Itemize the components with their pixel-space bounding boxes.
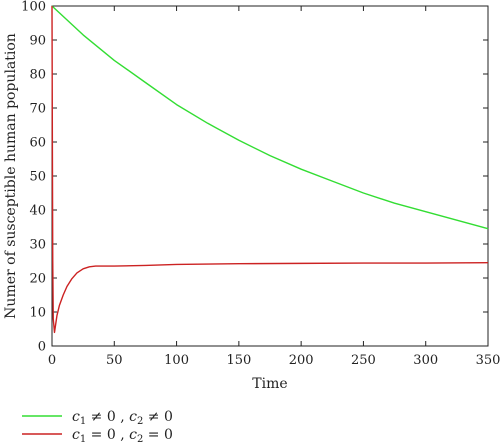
legend-item-1: c1 ≠ 0 , c2 ≠ 0 xyxy=(22,409,173,427)
y-tick-label: 50 xyxy=(29,170,46,185)
x-tick-label: 350 xyxy=(476,353,500,368)
x-tick-label: 100 xyxy=(164,353,189,368)
x-axis-title: Time xyxy=(252,376,287,392)
series-layer xyxy=(51,5,489,334)
x-tick-label: 200 xyxy=(289,353,314,368)
series-line-2 xyxy=(51,5,489,334)
y-tick-label: 60 xyxy=(29,136,46,151)
legend-label-2: c1 = 0 , c2 = 0 xyxy=(72,427,173,443)
x-tick-label: 250 xyxy=(351,353,376,368)
series-line-1 xyxy=(51,5,489,230)
y-tick-label: 100 xyxy=(21,0,46,15)
legend-item-2: c1 = 0 , c2 = 0 xyxy=(22,427,173,443)
y-tick-label: 10 xyxy=(29,306,46,321)
y-tick-label: 70 xyxy=(29,102,46,117)
legend: c1 ≠ 0 , c2 ≠ 0 c1 = 0 , c2 = 0 xyxy=(22,409,173,443)
y-tick-labels: 0 10 20 30 40 50 60 70 80 90 100 xyxy=(21,0,46,355)
x-tick-labels: 0 50 100 150 200 250 300 350 xyxy=(48,353,500,368)
x-tick-label: 300 xyxy=(413,353,438,368)
plot-frame xyxy=(51,5,489,347)
y-tick-label: 30 xyxy=(29,238,46,253)
x-tick-label: 150 xyxy=(226,353,251,368)
tick-marks xyxy=(51,5,489,347)
x-tick-label: 50 xyxy=(106,353,123,368)
y-tick-label: 0 xyxy=(38,340,46,355)
legend-label-1: c1 ≠ 0 , c2 ≠ 0 xyxy=(72,409,173,427)
y-tick-label: 40 xyxy=(29,204,46,219)
y-tick-label: 20 xyxy=(29,272,46,287)
y-axis-title: Numer of susceptible human population xyxy=(3,33,19,319)
y-tick-label: 90 xyxy=(29,34,46,49)
x-tick-label: 0 xyxy=(48,353,56,368)
y-tick-label: 80 xyxy=(29,68,46,83)
